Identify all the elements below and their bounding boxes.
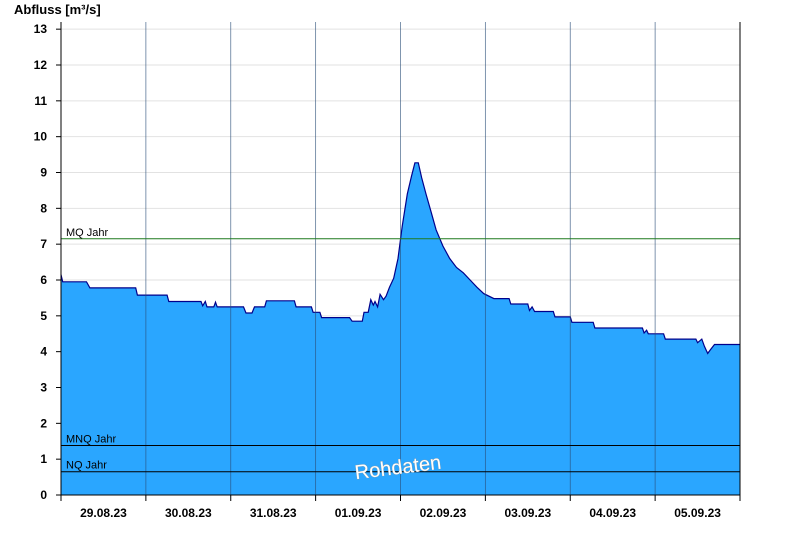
reference-label-1: MNQ Jahr: [66, 434, 116, 446]
x-tick-label-4: 02.09.23: [420, 506, 467, 520]
day-separator-lines: [145, 22, 656, 495]
x-tick-label-7: 05.09.23: [674, 506, 721, 520]
y-tick-label-10: 10: [34, 130, 48, 144]
y-tick-label-9: 9: [40, 166, 47, 180]
x-axis-ticks: 29.08.23 30.08.23 31.08.23 01.09.23 02.09.23…: [60, 495, 741, 520]
y-tick-label-6: 6: [40, 273, 47, 287]
x-tick-label-6: 04.09.23: [589, 506, 636, 520]
y-axis-label: Abfluss [m³/s]: [14, 2, 101, 17]
y-tick-label-12: 12: [34, 58, 48, 72]
x-tick-label-5: 03.09.23: [504, 506, 551, 520]
y-tick-label-2: 2: [40, 416, 47, 430]
y-tick-label-0: 0: [40, 488, 47, 502]
y-tick-label-8: 8: [40, 201, 47, 215]
y-tick-label-7: 7: [40, 237, 47, 251]
reference-label-0: MQ Jahr: [66, 227, 109, 239]
x-tick-label-2: 31.08.23: [250, 506, 297, 520]
y-tick-label-3: 3: [40, 381, 47, 395]
reference-label-2: NQ Jahr: [66, 460, 107, 472]
y-tick-label-4: 4: [40, 345, 47, 359]
y-tick-label-13: 13: [34, 22, 48, 36]
x-tick-label-3: 01.09.23: [335, 506, 382, 520]
y-tick-label-1: 1: [40, 452, 47, 466]
x-tick-label-1: 30.08.23: [165, 506, 212, 520]
reference-lines: MQ Jahr MNQ Jahr NQ Jahr: [61, 227, 740, 473]
y-tick-label-5: 5: [40, 309, 47, 323]
x-tick-label-0: 29.08.23: [80, 506, 127, 520]
y-tick-label-11: 11: [34, 94, 47, 108]
